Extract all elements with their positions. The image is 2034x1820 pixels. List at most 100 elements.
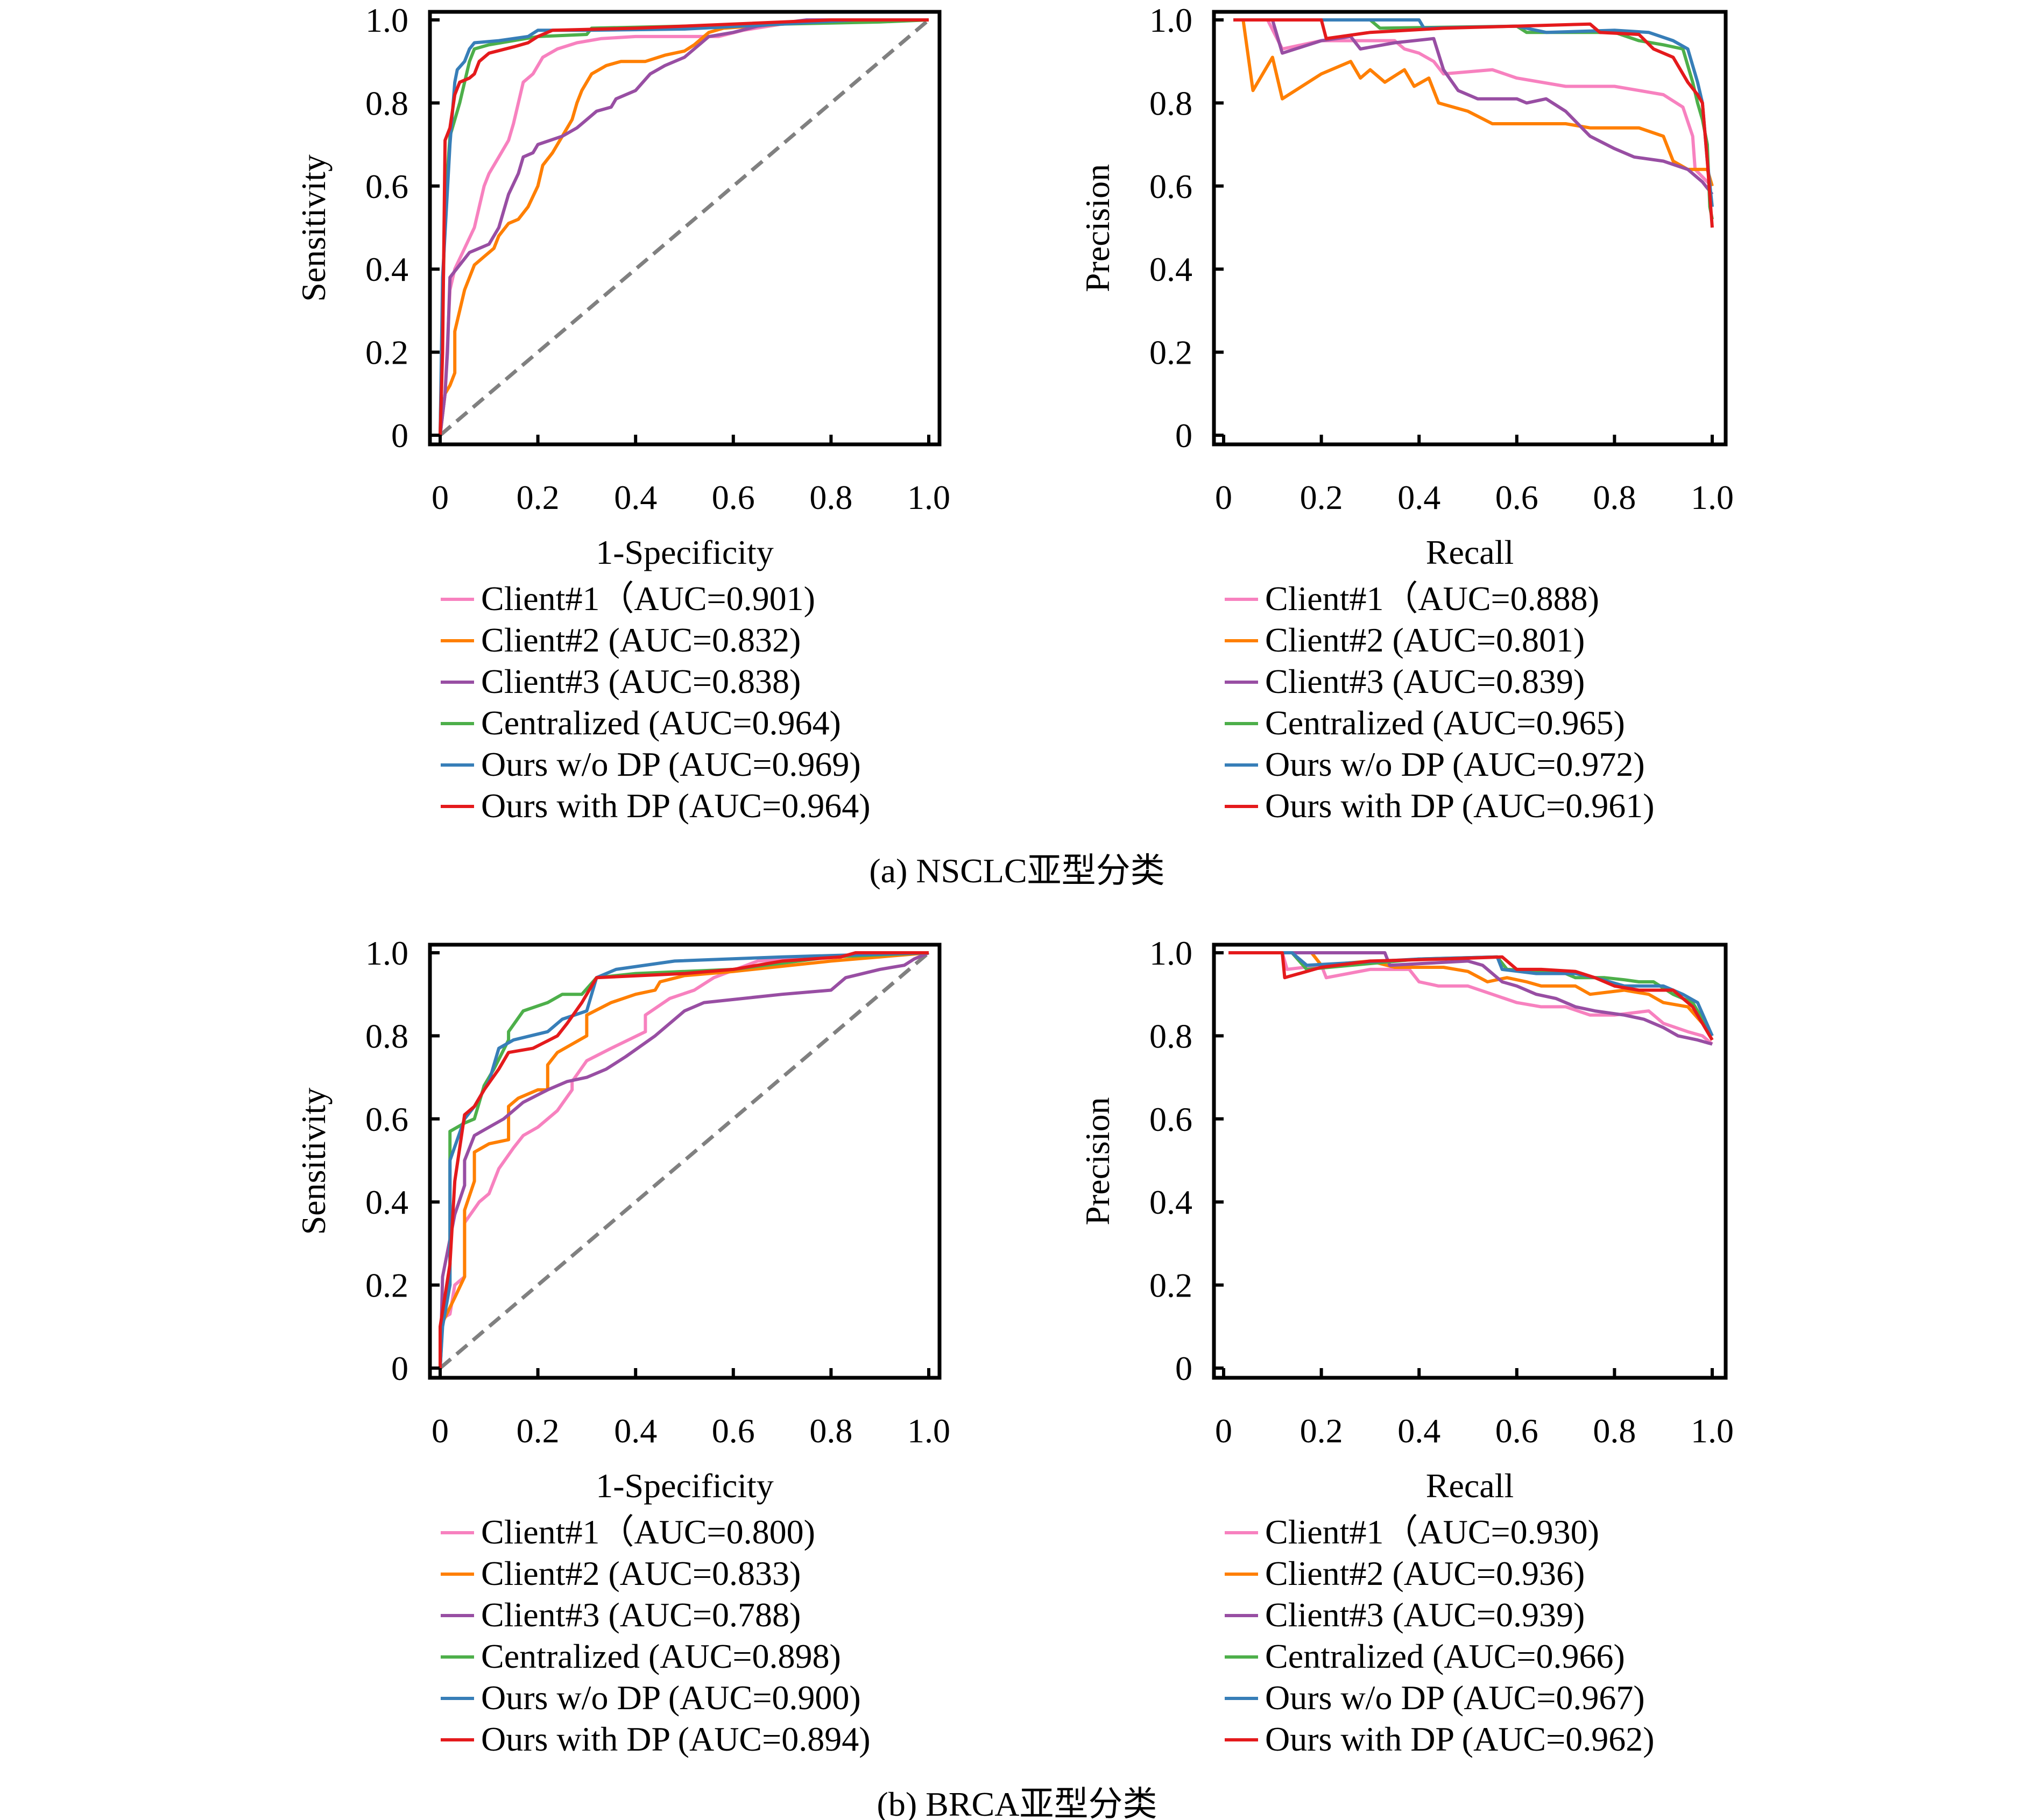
legend-label: Client#1（AUC=0.800): [481, 1513, 815, 1551]
legend-item: Client#1（AUC=0.800): [441, 1513, 815, 1551]
x-tick-label: 0: [1215, 478, 1232, 516]
legend-item: Ours w/o DP (AUC=0.967): [1225, 1679, 1645, 1717]
series-line-client-2: [1241, 19, 1714, 187]
y-tick-label: 1.0: [365, 1, 408, 39]
y-tick-label: 0.2: [1149, 334, 1192, 372]
plot-frame: [1212, 10, 1728, 447]
legend-item: Centralized (AUC=0.898): [441, 1637, 841, 1675]
legend-item: Ours with DP (AUC=0.894): [441, 1720, 871, 1758]
x-tick-label: 0.4: [1397, 478, 1440, 516]
series-line-client-3: [1233, 18, 1714, 196]
series-line-client-1: [1233, 18, 1713, 188]
x-tick-label: 1.0: [907, 478, 950, 516]
y-tick-label: 0.4: [1149, 1183, 1192, 1221]
y-axis-title: Sensitivity: [294, 1088, 333, 1235]
legend-item: Client#2 (AUC=0.833): [441, 1554, 801, 1592]
x-tick-label: 0.6: [712, 478, 755, 516]
x-tick-label: 0.6: [1495, 1412, 1538, 1450]
series-line-ours-w-o-dp: [439, 951, 929, 1369]
x-tick-label: 0.6: [712, 1412, 755, 1450]
legend-label: Client#3 (AUC=0.788): [481, 1596, 801, 1634]
y-tick-label: 0.8: [1149, 84, 1192, 122]
legend-item: Ours with DP (AUC=0.964): [441, 787, 871, 825]
series-line-centralized: [439, 951, 929, 1369]
series-line-client-3: [439, 18, 929, 436]
y-tick-label: 0.2: [1149, 1266, 1192, 1305]
y-tick-label: 0.6: [365, 167, 408, 206]
legend-label: Ours with DP (AUC=0.964): [481, 787, 871, 825]
y-tick-label: 0.6: [1149, 167, 1192, 206]
x-axis-title: 1-Specificity: [596, 533, 774, 571]
caption-a: (a) NSCLC亚型分类: [869, 852, 1164, 890]
chance-diagonal-line: [439, 951, 930, 1370]
brca-roc-panel: 0 0.2 0.4 0.6 0.8 1.0 0 0.2 0.4 0.6 0.8 1.0 1-Specif…: [294, 934, 950, 1758]
x-tick-label: 0.2: [517, 1412, 560, 1450]
y-tick-label: 1.0: [365, 934, 408, 972]
legend-label: Client#3 (AUC=0.839): [1265, 662, 1585, 700]
y-tick-label: 0.4: [365, 1183, 408, 1221]
y-tick-label: 0.2: [365, 334, 408, 372]
legend-label: Centralized (AUC=0.966): [1265, 1637, 1625, 1675]
legend-label: Client#1（AUC=0.901): [481, 579, 815, 618]
series-line-client-2: [439, 18, 929, 436]
legend-item: Ours with DP (AUC=0.962): [1225, 1720, 1655, 1758]
plot-frame: [1212, 943, 1728, 1380]
legend-label: Client#1（AUC=0.930): [1265, 1513, 1599, 1551]
legend-label: Client#1（AUC=0.888): [1265, 579, 1599, 618]
series-line-client-3: [1228, 951, 1713, 1046]
legend-label: Centralized (AUC=0.965): [1265, 704, 1625, 742]
legend-label: Client#2 (AUC=0.832): [481, 621, 801, 659]
y-tick-label: 0: [1175, 1349, 1192, 1387]
series-line-client-3: [439, 951, 930, 1369]
plot-frame: [428, 943, 942, 1380]
legend-item: Centralized (AUC=0.966): [1225, 1637, 1625, 1675]
legend-label: Ours with DP (AUC=0.894): [481, 1720, 871, 1758]
x-tick-label: 0.6: [1495, 478, 1538, 516]
y-tick-label: 0.6: [1149, 1100, 1192, 1138]
series-line-centralized: [1228, 951, 1714, 1037]
legend-label: Ours w/o DP (AUC=0.972): [1265, 745, 1645, 783]
y-axis-title: Sensitivity: [294, 154, 333, 302]
legend-item: Client#3 (AUC=0.788): [441, 1596, 801, 1634]
x-tick-label: 1.0: [1691, 1412, 1734, 1450]
series-line-ours-with-dp: [1228, 951, 1714, 1041]
y-tick-label: 0.4: [365, 250, 408, 288]
legend-label: Ours with DP (AUC=0.962): [1265, 1720, 1655, 1758]
legend-label: Ours w/o DP (AUC=0.967): [1265, 1679, 1645, 1717]
legend-item: Ours w/o DP (AUC=0.969): [441, 745, 861, 783]
x-tick-label: 0.8: [1593, 478, 1636, 516]
x-tick-label: 0.2: [1300, 1412, 1343, 1450]
x-tick-label: 0.8: [1593, 1412, 1636, 1450]
x-tick-label: 1.0: [1691, 478, 1734, 516]
series-line-ours-with-dp: [1233, 18, 1714, 228]
brca-pr-panel: 0 0.2 0.4 0.6 0.8 1.0 0 0.2 0.4 0.6 0.8 1.0 Recall Pr…: [1078, 934, 1734, 1758]
x-tick-label: 0.2: [517, 478, 560, 516]
series-line-ours-with-dp: [439, 18, 929, 436]
x-axis-title: Recall: [1426, 1467, 1514, 1505]
y-tick-label: 1.0: [1149, 1, 1192, 39]
x-axis-title: 1-Specificity: [596, 1467, 774, 1505]
legend-label: Ours with DP (AUC=0.961): [1265, 787, 1655, 825]
legend-item: Ours w/o DP (AUC=0.900): [441, 1679, 861, 1717]
x-tick-label: 0: [432, 478, 449, 516]
y-tick-label: 0.8: [365, 84, 408, 122]
series-line-ours-with-dp: [439, 951, 929, 1368]
y-tick-label: 0: [1175, 416, 1192, 455]
x-tick-label: 0.4: [614, 478, 657, 516]
legend-label: Ours w/o DP (AUC=0.969): [481, 745, 861, 783]
x-tick-label: 0.4: [1397, 1412, 1440, 1450]
y-axis-title: Precision: [1078, 164, 1117, 292]
series-line-client-2: [439, 951, 929, 1369]
legend-item: Client#3 (AUC=0.839): [1225, 662, 1585, 700]
y-tick-label: 0: [391, 416, 408, 455]
chance-diagonal-line: [439, 18, 930, 437]
y-tick-label: 0.8: [1149, 1017, 1192, 1055]
x-axis-title: Recall: [1426, 533, 1514, 571]
y-tick-label: 0.8: [365, 1017, 408, 1055]
legend-label: Client#2 (AUC=0.801): [1265, 621, 1585, 659]
y-tick-label: 1.0: [1149, 934, 1192, 972]
series-line-centralized: [1233, 18, 1714, 220]
legend-label: Client#2 (AUC=0.833): [481, 1554, 801, 1592]
series-line-client-1: [439, 18, 929, 436]
